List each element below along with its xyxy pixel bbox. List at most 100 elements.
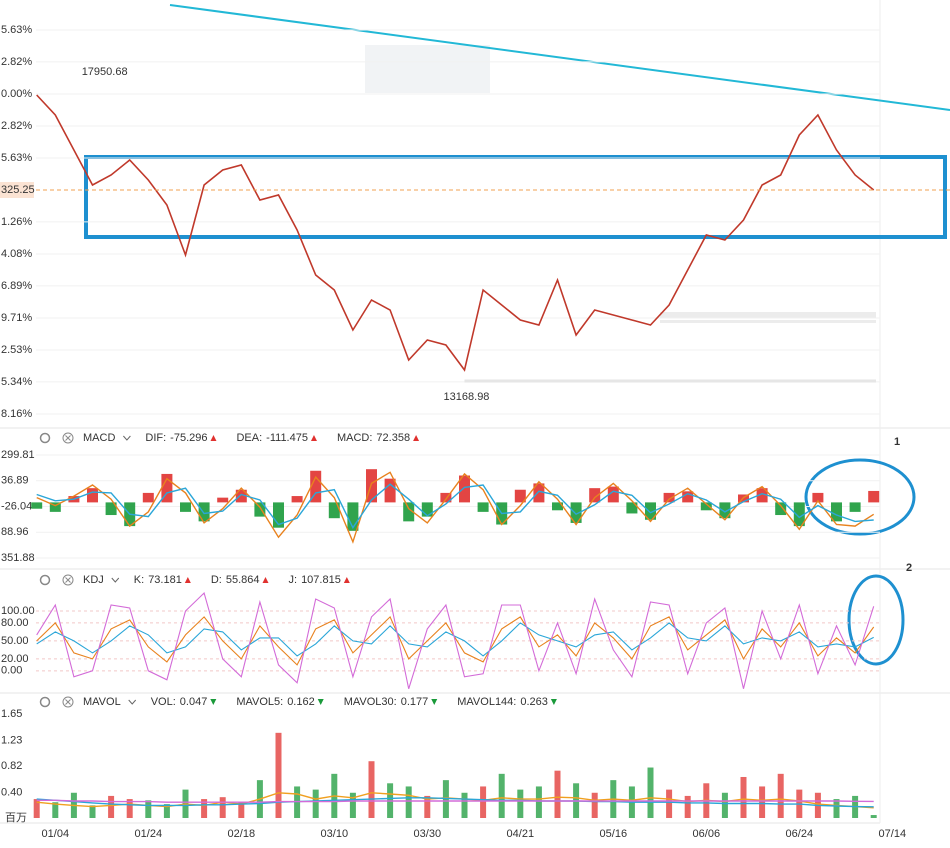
legend-value: 0.162: [287, 696, 315, 708]
y-tick-label: 100.00: [1, 605, 35, 617]
bar: [589, 488, 601, 503]
series-line: [36, 799, 874, 803]
legend-arrow: [310, 435, 317, 441]
y-tick-label: 2.53%: [1, 344, 32, 356]
y-tick-label: 0.00: [1, 665, 22, 677]
bar: [52, 802, 59, 818]
legend-name: D:: [211, 574, 222, 586]
x-tick-label: 07/14: [879, 828, 907, 840]
bar: [273, 502, 284, 528]
bar: [238, 802, 245, 818]
y-tick-label: 351.88: [1, 552, 35, 564]
bar: [310, 470, 322, 503]
bar: [831, 502, 842, 522]
price-level-band: [660, 312, 876, 318]
x-tick-label: 06/06: [693, 828, 721, 840]
bar: [591, 792, 598, 818]
legend-name: DIF:: [145, 432, 166, 444]
bar: [198, 502, 210, 522]
panel-title: KDJ: [83, 574, 104, 586]
y-tick-label: 0.82: [1, 760, 22, 772]
close-icon-x: [65, 435, 71, 441]
bar: [163, 804, 170, 818]
legend-name: J:: [289, 574, 298, 586]
low-label: 13168.98: [444, 391, 490, 403]
bar: [145, 800, 152, 818]
bar: [49, 502, 61, 512]
callout-number: 1: [894, 436, 900, 448]
close-icon: [62, 696, 74, 708]
y-tick-label: 8.16%: [1, 408, 32, 420]
legend-value: 0.177: [401, 696, 429, 708]
bar: [647, 767, 654, 818]
legend-arrow: [343, 577, 350, 583]
legend-arrow: [431, 699, 438, 705]
bar: [126, 799, 133, 818]
bar: [440, 492, 452, 503]
bar: [684, 795, 691, 818]
bar: [812, 492, 824, 503]
legend-value: 55.864: [226, 574, 260, 586]
bar: [180, 502, 191, 512]
y-tick-label: 6.89%: [1, 280, 32, 292]
bar: [607, 486, 619, 503]
highlight-box: [84, 155, 947, 239]
bar: [759, 786, 766, 818]
x-tick-label: 05/16: [600, 828, 628, 840]
y-tick-label: 36.89: [1, 475, 29, 487]
bar: [514, 489, 526, 503]
series-line: [36, 615, 875, 666]
bar: [719, 502, 731, 519]
y-tick-label: 50.00: [1, 635, 29, 647]
settings-icon: [39, 696, 51, 708]
bar: [777, 773, 784, 818]
x-tick-label: 01/24: [135, 828, 163, 840]
panel-menu-caret: [128, 699, 137, 705]
bar: [645, 502, 656, 520]
x-tick-label: 02/18: [228, 828, 256, 840]
legend-arrow: [184, 577, 191, 583]
settings-icon: [39, 574, 51, 586]
bar: [89, 805, 96, 818]
bar: [868, 490, 880, 503]
bar: [201, 799, 208, 818]
bar: [405, 786, 412, 818]
price-level-band: [660, 320, 876, 323]
bar: [480, 786, 487, 818]
panel-title: MACD: [83, 432, 115, 444]
legend-name: VOL:: [151, 696, 176, 708]
x-tick-label: 06/24: [786, 828, 814, 840]
settings-icon: [39, 432, 51, 444]
y-tick-label: 0.40: [1, 787, 22, 799]
y-tick-label: 80.00: [1, 617, 29, 629]
series-line: [36, 797, 874, 808]
close-icon: [62, 574, 74, 586]
bar: [666, 789, 673, 818]
y-tick-label: 88.96: [1, 526, 29, 538]
y-tick-label: 4.08%: [1, 248, 32, 260]
highlight-ellipse: [804, 458, 916, 536]
y-tick-label: -26.04: [1, 500, 32, 512]
legend-value: 0.263: [520, 696, 548, 708]
bar: [217, 497, 229, 503]
x-tick-label: 03/30: [414, 828, 442, 840]
y-tick-label: 9.71%: [1, 312, 32, 324]
legend-name: MACD:: [337, 432, 372, 444]
bar: [849, 502, 861, 512]
bar: [275, 732, 282, 818]
legend-arrow: [317, 699, 324, 705]
bar: [347, 502, 359, 531]
bar: [626, 502, 638, 514]
bar: [682, 491, 694, 503]
series-line: [36, 591, 875, 689]
bar: [219, 797, 226, 818]
series-line: [36, 622, 874, 657]
close-icon-x: [65, 577, 71, 583]
blurred-area: [365, 45, 490, 93]
bar: [663, 492, 675, 503]
bar: [235, 489, 247, 503]
y-tick-label: 5.34%: [1, 376, 32, 388]
bar: [461, 792, 468, 818]
bar: [793, 502, 805, 527]
